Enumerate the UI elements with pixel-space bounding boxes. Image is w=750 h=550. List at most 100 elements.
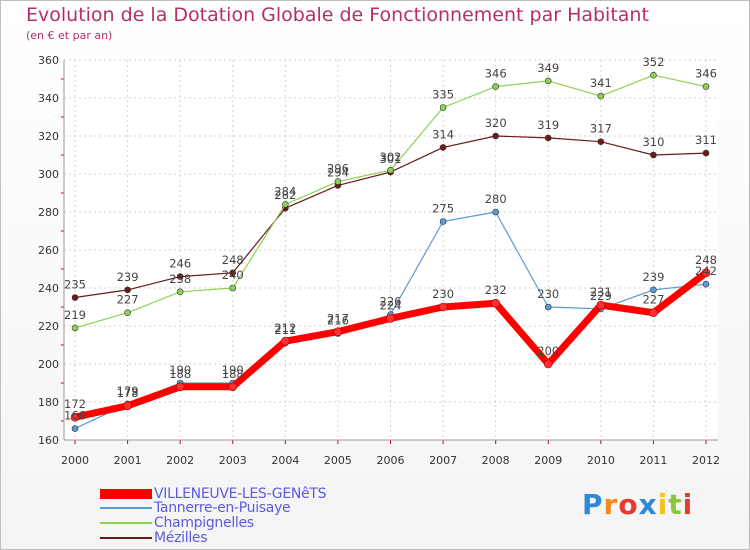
data-label: 230 [432,287,454,301]
data-label: 172 [64,397,86,411]
data-label: 226 [380,295,402,309]
y-tick-label: 240 [38,282,59,295]
data-label: 219 [64,308,86,322]
data-label: 282 [274,188,296,202]
data-point [492,132,499,140]
x-tick-label: 2000 [61,454,89,467]
data-label: 240 [222,268,244,282]
data-point [439,218,447,225]
data-label: 242 [695,264,717,278]
legend-item-tannerre: Tannerre-en-Puisaye [100,500,291,516]
data-point [596,300,606,310]
data-label: 302 [380,150,402,164]
legend-item-mezilles: Mézilles [100,530,208,546]
data-point [491,298,500,308]
data-point [702,83,710,90]
data-label: 320 [485,116,507,130]
legend-swatch [100,537,152,539]
data-point [650,151,657,159]
data-label: 352 [642,55,664,69]
data-label: 319 [537,118,559,132]
data-label: 190 [169,363,191,377]
data-point [649,308,658,318]
data-label: 346 [695,67,717,81]
data-point [123,401,132,411]
data-label: 212 [274,321,296,335]
x-tick-label: 2011 [639,454,667,467]
logo-letter: P [582,488,604,521]
data-label: 275 [432,202,454,216]
y-tick-label: 340 [38,92,59,105]
y-tick-label: 200 [38,358,59,371]
data-label: 280 [485,192,507,206]
x-tick-label: 2010 [587,454,615,467]
data-label: 188 [222,367,244,381]
data-label: 200 [537,344,559,358]
data-point [702,280,710,288]
data-label: 227 [117,293,139,307]
data-label: 239 [642,270,664,284]
y-tick-label: 360 [38,54,59,67]
data-point [387,166,394,174]
axes: 160 180 200 220 240 260 280 300 320 340 360 2000 200… [38,54,720,467]
data-label: 346 [485,67,507,81]
logo-letter: i [657,488,669,521]
x-tick-label: 2008 [482,454,510,467]
data-label: 216 [327,314,349,328]
data-label: 349 [537,61,559,75]
data-label: 341 [590,76,612,90]
data-label: 239 [117,270,139,284]
y-tick-label: 260 [38,244,59,257]
y-tick-label: 180 [38,396,59,409]
data-point [650,286,657,294]
legend-item-villeneuve: VILLENEUVE-LES-GENêTS [100,486,327,502]
data-point [124,286,131,294]
legend-item-champignelles: Champignelles [100,515,254,531]
legend-swatch [100,522,152,524]
data-label: 248 [222,253,244,267]
chart-subtitle: (en € et par an) [26,29,113,42]
data-label: 314 [432,127,454,141]
data-label: 231 [590,285,612,299]
data-label: 335 [432,88,454,102]
legend-label: VILLENEUVE-LES-GENêTS [154,486,327,502]
data-point [228,382,238,392]
x-tick-label: 2006 [377,454,405,467]
data-point [334,178,342,185]
data-point [71,294,79,301]
data-point [176,273,184,280]
data-point [176,288,184,296]
data-label: 188 [169,367,191,381]
data-label: 211 [274,323,296,337]
data-point [70,412,80,422]
data-label: 246 [169,257,191,271]
data-label: 179 [117,384,139,398]
data-point [544,77,552,85]
data-point [229,269,237,277]
data-point [124,309,131,317]
data-label: 178 [117,386,139,400]
data-label: 224 [380,298,402,312]
data-point [333,327,343,337]
data-label: 166 [64,409,86,423]
logo-letter: x [638,488,658,521]
y-tick-label: 320 [38,130,59,143]
legend-label: Tannerre-en-Puisaye [154,500,291,516]
data-label: 284 [274,184,296,198]
data-label: 217 [327,312,349,326]
x-tick-label: 2003 [219,454,247,467]
y-tick-label: 280 [38,206,59,219]
data-label: 229 [590,289,612,303]
y-tick-label: 160 [38,434,59,447]
data-label: 235 [64,278,86,292]
data-point [281,336,290,346]
y-tick-label: 220 [38,320,59,333]
legend-swatch [100,489,152,499]
chart-title: Evolution de la Dotation Globale de Fonc… [26,4,649,26]
data-point [71,324,79,332]
data-label: 190 [222,363,244,377]
logo-letter: t [668,488,683,521]
data-point [439,144,447,151]
legend-swatch [100,507,152,509]
